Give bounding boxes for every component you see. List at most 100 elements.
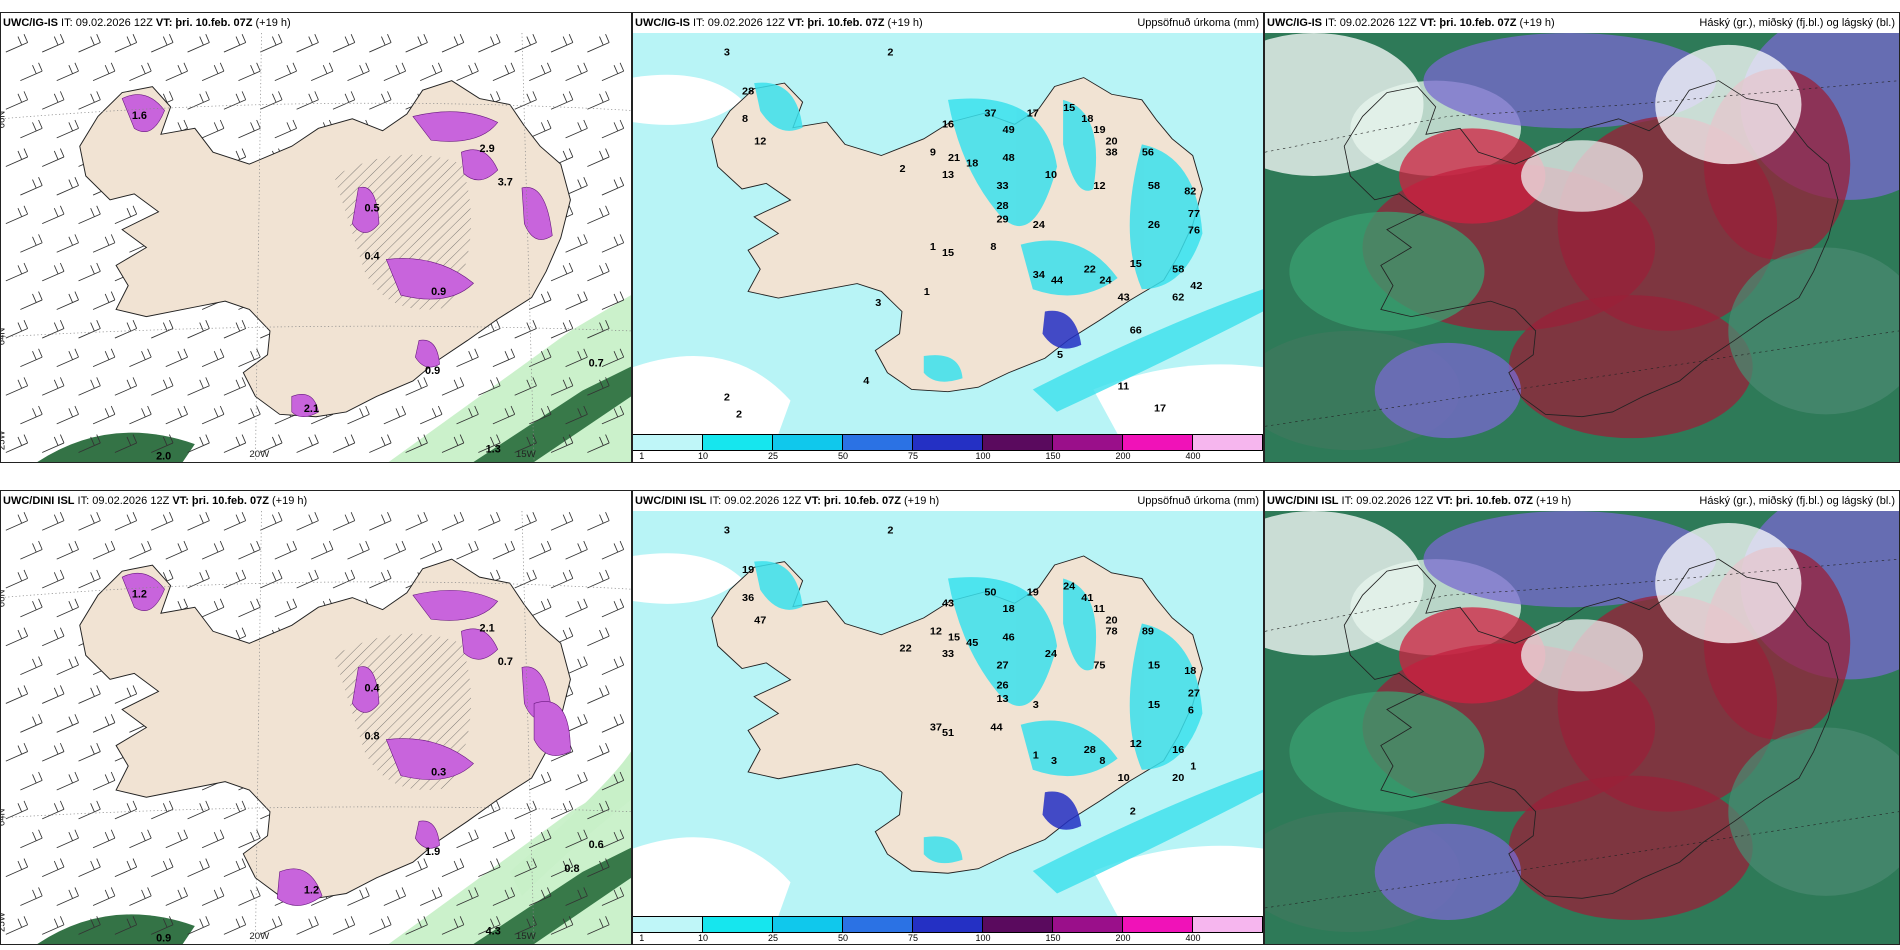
value-label: 19 — [1093, 126, 1105, 137]
value-label: 21 — [948, 153, 960, 164]
value-label: 0.4 — [364, 682, 379, 694]
value-label: 24 — [1033, 220, 1045, 231]
precip-areas — [754, 82, 1203, 382]
panel-title: UWC/DINI ISL IT: 09.02.2026 12Z VT: þri.… — [633, 491, 1263, 511]
value-label: 9 — [930, 148, 936, 159]
panel-right-title: Háský (gr.), miðský (fj.bl.) og lágský (… — [1699, 17, 1895, 29]
value-label: 11 — [1093, 604, 1105, 616]
value-label: 15 — [948, 632, 960, 644]
grid-label-lat: 66N — [1, 590, 8, 608]
value-label: 0.9 — [425, 365, 440, 377]
value-label: 0.4 — [364, 250, 379, 262]
iceland-outline — [1343, 80, 1839, 418]
value-label: 26 — [996, 680, 1008, 692]
value-label: 2 — [887, 525, 893, 537]
value-label: 1.9 — [425, 846, 440, 858]
colorbar-swatch — [773, 435, 843, 451]
value-label: 3 — [724, 525, 730, 537]
value-label: 0.8 — [564, 863, 579, 875]
panel-title: UWC/IG-IS IT: 09.02.2026 12Z VT: þri. 10… — [1265, 13, 1899, 33]
value-label: 24 — [1063, 581, 1075, 593]
value-label: 22 — [1084, 265, 1096, 276]
value-label: 24 — [1045, 649, 1057, 661]
panel-title: UWC/DINI ISL IT: 09.02.2026 12Z VT: þri.… — [1, 491, 631, 511]
colorbar-tick: 400 — [1185, 933, 1201, 944]
value-label: 1.3 — [486, 444, 501, 456]
value-label: 1 — [1190, 761, 1196, 773]
value-label: 3 — [875, 298, 881, 309]
colorbar-tick: 50 — [837, 933, 849, 944]
value-label: 58 — [1148, 181, 1160, 192]
value-label: 38 — [1106, 148, 1118, 159]
value-label: 41 — [1081, 592, 1093, 604]
value-label: 26 — [1148, 220, 1160, 231]
value-label: 17 — [1154, 404, 1166, 415]
value-label: 16 — [942, 120, 954, 131]
value-label: 4 — [863, 376, 869, 387]
snow-areas — [121, 94, 553, 418]
value-label: 2 — [887, 48, 893, 59]
grid-label-lon: 15W — [516, 931, 537, 942]
value-label: 2 — [1130, 806, 1136, 818]
cloud-cover-map — [1265, 511, 1899, 944]
value-label: 2.1 — [480, 622, 495, 634]
value-label: 28 — [742, 87, 754, 98]
value-label: 0.6 — [589, 839, 604, 851]
value-label: 1.2 — [304, 885, 319, 897]
value-label: 77 — [1188, 209, 1200, 220]
value-label: 2.1 — [304, 403, 319, 415]
value-label: 2 — [900, 165, 906, 176]
map-panel-ig-precip-type: UWC/IG-IS IT: 09.02.2026 12Z VT: þri. 10… — [0, 12, 632, 463]
panel-title: UWC/IG-IS IT: 09.02.2026 12Z VT: þri. 10… — [1, 13, 631, 33]
colorbar: 1 10 25 50 75 100 150 200 400 — [633, 916, 1263, 944]
value-label: 42 — [1190, 282, 1202, 293]
value-label: 15 — [1063, 103, 1075, 114]
value-label: 12 — [1130, 739, 1142, 751]
value-label: 27 — [996, 660, 1008, 672]
panel-right-title: Uppsöfnuð úrkoma (mm) — [1137, 495, 1259, 507]
colorbar-tick: 1 — [639, 451, 645, 462]
value-label: 51 — [942, 727, 954, 739]
value-label: 18 — [966, 159, 978, 170]
snow-areas — [121, 572, 571, 906]
value-label: 8 — [742, 114, 748, 125]
value-label: 3 — [1033, 699, 1039, 711]
colorbar-swatch — [983, 917, 1053, 933]
value-label: 2.9 — [480, 143, 495, 155]
colorbar-swatch — [1053, 435, 1123, 451]
value-label: 20 — [1106, 137, 1118, 148]
iceland-outline — [1343, 558, 1839, 899]
colorbar-tick: 10 — [697, 451, 708, 462]
value-label: 15 — [942, 248, 954, 259]
value-label: 11 — [1118, 382, 1130, 393]
colorbar-swatch — [1123, 435, 1193, 451]
value-label: 66 — [1130, 326, 1142, 337]
value-label: 33 — [996, 181, 1008, 192]
grid-label-lon: 20W — [249, 449, 270, 460]
panel-right-title: Háský (gr.), miðský (fj.bl.) og lágský (… — [1699, 495, 1895, 507]
map-panel-dini-precip-type: UWC/DINI ISL IT: 09.02.2026 12Z VT: þri.… — [0, 490, 632, 945]
colorbar-swatch — [913, 435, 983, 451]
value-label: 13 — [996, 694, 1008, 706]
value-label: 20 — [1106, 615, 1118, 627]
value-label: 15 — [1130, 259, 1142, 270]
colorbar-tick: 200 — [1115, 451, 1131, 462]
colorbar-swatch — [633, 435, 703, 451]
value-label: 28 — [996, 201, 1008, 212]
value-label: 0.8 — [364, 731, 379, 743]
colorbar-tick: 400 — [1185, 451, 1201, 462]
colorbar-swatch — [773, 917, 843, 933]
value-label: 48 — [1003, 153, 1015, 164]
accum-precip-map: 3 2 28 8 12 16 37 49 17 15 18 19 20 9 21 13 18 48 33 28 29 10… — [633, 33, 1263, 434]
value-label: 18 — [1081, 114, 1093, 125]
value-label: 62 — [1172, 293, 1184, 304]
value-label: 82 — [1184, 187, 1196, 198]
map-panel-ig-accum: UWC/IG-IS IT: 09.02.2026 12Z VT: þri. 10… — [632, 12, 1264, 463]
value-label: 2.0 — [156, 451, 171, 462]
map-panel-ig-cloud: UWC/IG-IS IT: 09.02.2026 12Z VT: þri. 10… — [1264, 12, 1900, 463]
value-label: 0.5 — [364, 203, 379, 215]
colorbar-swatch — [633, 917, 703, 933]
precip-type-map: 66N 64N 25W 20W 15W 1.2 2.1 0.7 0.4 0.8 0.3 1.2 0.6 0… — [1, 511, 631, 944]
grid-label-lat: 64N — [1, 328, 8, 346]
value-label: 20 — [1172, 772, 1184, 784]
